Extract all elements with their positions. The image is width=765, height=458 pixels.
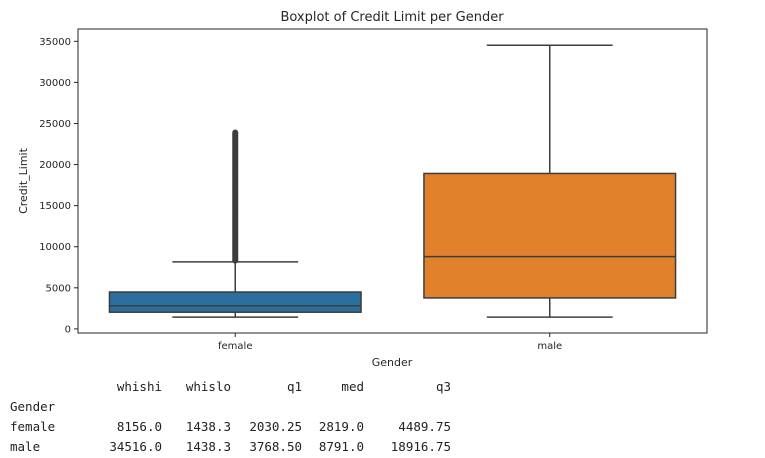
plot-area: 0 5000 10000 15000 20000 25000 30000 35000 femal…: [39, 28, 708, 352]
plot-frame: [77, 28, 708, 334]
cell-value: 2819.0: [318, 418, 364, 434]
x-tick-label: female: [218, 341, 252, 352]
box-male: [423, 172, 677, 299]
cell-value: 34516.0: [109, 438, 162, 454]
cell-value: 8791.0: [318, 438, 364, 454]
y-tick-label: 25000: [39, 119, 71, 130]
stats-header-row: whishi whislo q1 med q3: [10, 376, 451, 396]
cell-value: 1438.3: [185, 438, 231, 454]
outlier-point: [232, 129, 239, 136]
cell-value: 2030.25: [249, 418, 302, 434]
stats-index-row: Gender: [10, 396, 451, 416]
cell-value: 3768.50: [249, 438, 302, 454]
box-female: [108, 291, 362, 313]
table-row: female 8156.0 1438.3 2030.25 2819.0 4489…: [10, 416, 451, 436]
table-row: male 34516.0 1438.3 3768.50 8791.0 18916…: [10, 436, 451, 456]
y-tick-label: 30000: [39, 78, 71, 89]
col-header-whislo: whislo: [185, 378, 231, 394]
y-tick-label: 5000: [46, 283, 71, 294]
cell-value: 4489.75: [398, 418, 451, 434]
stats-table: whishi whislo q1 med q3 Gender female 81…: [10, 376, 451, 456]
col-header-whishi: whishi: [116, 378, 162, 394]
row-label: male: [10, 438, 41, 454]
y-axis-label: Credit_Limit: [17, 147, 30, 214]
y-tick-label: 15000: [39, 201, 71, 212]
row-label: female: [10, 418, 56, 434]
boxplot-chart: Boxplot of Credit Limit per Gender 0 5000…: [17, 10, 708, 369]
y-tick-label: 20000: [39, 160, 71, 171]
cell-value: 18916.75: [390, 438, 451, 454]
cell-value: 8156.0: [116, 418, 162, 434]
col-header-q1: q1: [286, 378, 302, 394]
cell-value: 1438.3: [185, 418, 231, 434]
col-header-med: med: [341, 378, 364, 394]
index-name: Gender: [10, 398, 56, 414]
y-tick-label: 35000: [39, 37, 71, 48]
x-axis-label: Gender: [372, 356, 413, 369]
y-tick-label: 10000: [39, 242, 71, 253]
x-tick-label: male: [537, 341, 562, 352]
y-tick-label: 0: [65, 324, 71, 335]
chart-title: Boxplot of Credit Limit per Gender: [280, 10, 504, 25]
col-header-q3: q3: [435, 378, 451, 394]
